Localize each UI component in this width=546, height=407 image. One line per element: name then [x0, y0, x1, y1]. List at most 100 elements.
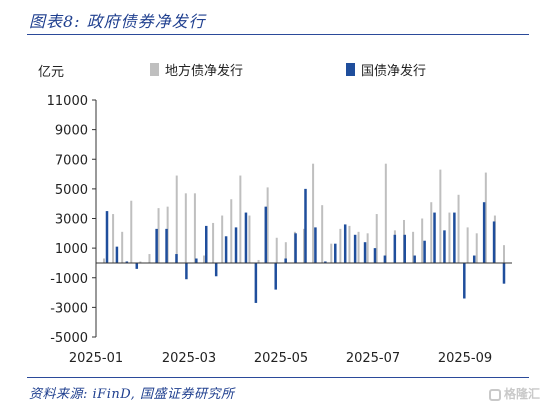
bar-national: [502, 262, 506, 284]
bar-national: [205, 225, 208, 263]
bar-local: [330, 243, 333, 263]
bar-local: [148, 254, 151, 263]
bar-national: [373, 248, 377, 263]
bar-local: [184, 193, 187, 263]
title-divider: [27, 34, 529, 35]
x-tick-label: 2025-05: [254, 351, 308, 366]
bar-national: [105, 211, 109, 263]
bar-local: [375, 214, 378, 263]
bar-national: [304, 188, 307, 263]
y-tick-label: 9000: [55, 124, 88, 139]
bar-local: [466, 227, 469, 263]
bar-local: [203, 255, 205, 263]
bar-local: [475, 233, 478, 263]
bar-national: [284, 258, 287, 263]
bar-national: [294, 233, 297, 263]
figure-title: 图表8: 政府债券净发行: [29, 12, 206, 31]
bar-local: [366, 233, 369, 263]
y-tick-label: 5000: [55, 183, 88, 198]
bar-local: [357, 231, 360, 263]
bar-national: [274, 262, 277, 290]
bar-national: [353, 234, 357, 263]
x-tick-label: 2025-03: [162, 351, 216, 366]
bar-local: [175, 175, 178, 263]
bar-national: [214, 262, 218, 277]
bar-national: [482, 202, 486, 263]
bar-local: [284, 242, 287, 263]
bar-local: [212, 222, 215, 263]
bar-national: [383, 255, 387, 263]
bar-local: [257, 259, 260, 263]
bar-national: [264, 206, 268, 263]
legend-label-local: 地方债净发行: [165, 63, 243, 79]
bar-national: [234, 227, 238, 263]
bar-chart: 亿元 地方债净发行 国债净发行 -5000 -3000 -1000 1000 3000 5…: [38, 63, 512, 366]
bar-local: [439, 169, 442, 263]
bar-local: [430, 202, 433, 263]
bar-local: [103, 258, 105, 263]
x-tick-label: 2025-01: [69, 351, 123, 366]
bar-national: [314, 227, 317, 263]
bar-national: [403, 234, 406, 263]
bar-national: [413, 255, 416, 263]
bar-national: [125, 261, 129, 263]
bar-national: [244, 212, 248, 263]
bar-local: [266, 187, 269, 263]
y-axis-label: 亿元: [38, 65, 64, 80]
legend-swatch-national: [346, 63, 355, 76]
source-divider: [27, 377, 529, 378]
bar-local: [275, 237, 278, 263]
bar-national: [463, 262, 466, 299]
bar-local: [193, 193, 196, 263]
bar-local: [339, 228, 342, 263]
bar-local: [484, 172, 487, 263]
x-tick-label: 2025-07: [346, 351, 400, 366]
bar-national: [324, 261, 327, 263]
bar-local: [121, 231, 124, 263]
bar-national: [185, 262, 188, 280]
bar-national: [433, 212, 436, 263]
watermark: 格隆汇: [488, 385, 540, 402]
bar-local: [412, 231, 415, 263]
y-tick-label: -1000: [50, 272, 88, 287]
bar-local: [157, 208, 160, 263]
bar-local: [503, 245, 505, 263]
bar-national: [492, 221, 496, 263]
y-tick-label: 11000: [47, 94, 88, 109]
y-tick-label: 3000: [55, 213, 88, 228]
bar-national: [165, 228, 168, 263]
x-tick-label: 2025-09: [438, 351, 492, 366]
bar-national: [453, 212, 456, 263]
bar-local: [348, 225, 351, 263]
bar-local: [221, 215, 224, 263]
bar-local: [457, 194, 460, 263]
bar-local: [230, 199, 233, 263]
bar-local: [321, 205, 324, 263]
watermark-logo-icon: [488, 389, 501, 401]
bar-local: [384, 163, 387, 263]
legend-label-national: 国债净发行: [361, 63, 426, 79]
bar-national: [343, 224, 347, 263]
legend: 地方债净发行 国债净发行: [150, 63, 426, 79]
y-tick-label: 1000: [55, 242, 88, 257]
bar-national: [472, 255, 476, 263]
bar-national: [115, 246, 119, 263]
bar-local: [130, 200, 133, 263]
bar-national: [224, 236, 228, 263]
bar-local: [248, 215, 251, 263]
legend-swatch-local: [150, 63, 159, 76]
bar-national: [334, 243, 337, 263]
bar-national: [175, 254, 178, 263]
bar-national: [254, 262, 258, 303]
bar-local: [239, 175, 242, 263]
bar-national: [195, 258, 198, 263]
bar-national: [423, 240, 426, 263]
bar-national: [393, 234, 397, 263]
bar-local: [112, 214, 115, 263]
bar-local: [421, 218, 424, 263]
y-tick-label: 7000: [55, 153, 88, 168]
bar-local: [139, 261, 142, 263]
bar-local: [303, 228, 305, 263]
bar-local: [448, 212, 451, 263]
bar-national: [155, 228, 158, 263]
